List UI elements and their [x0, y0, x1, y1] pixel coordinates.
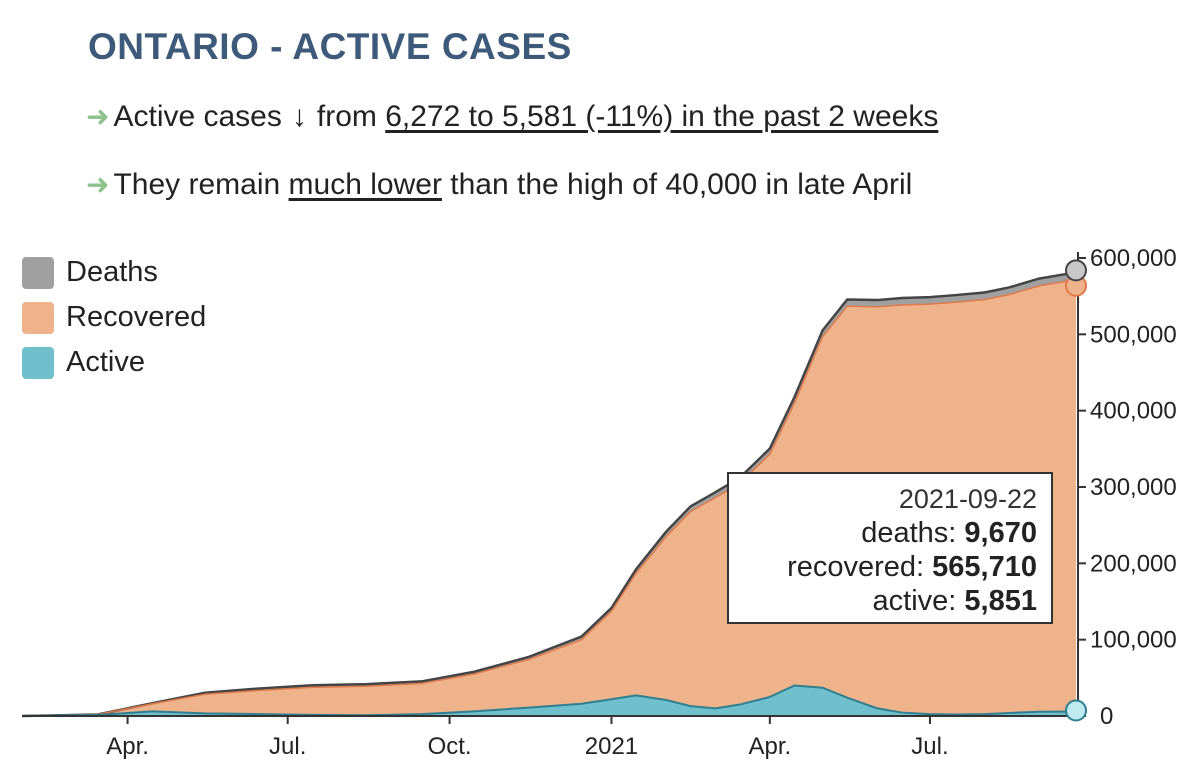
bullet-active-trend: ➜ Active cases ↓ from 6,272 to 5,581 (-11%)…: [86, 100, 938, 134]
tooltip-active-value: 5,851: [964, 585, 1037, 617]
tooltip-deaths-label: deaths:: [861, 517, 957, 549]
legend-label-recovered: Recovered: [66, 301, 207, 333]
bullet2-underlined: much lower: [288, 168, 442, 201]
bullet-peak-compare: ➜ They remain much lower than the high of…: [86, 168, 912, 202]
legend-swatch-deaths: [22, 256, 54, 289]
bullet1-underlined: 6,272 to 5,581 (-11%) in the past 2 week…: [385, 100, 939, 133]
bullet1-mid: from: [316, 100, 377, 133]
bullet2-suffix: than the high of 40,000 in late April: [450, 168, 913, 201]
legend-item-deaths: Deaths: [22, 250, 206, 295]
x-tick-label: Apr.: [748, 733, 791, 760]
y-tick-label: 600,000: [1090, 245, 1177, 272]
y-tick-label: 100,000: [1090, 627, 1177, 654]
right-arrow-icon: ➜: [86, 101, 110, 132]
hover-tooltip: 2021-09-22 deaths: 9,670 recovered: 565,…: [727, 472, 1053, 624]
legend-label-deaths: Deaths: [66, 256, 158, 288]
x-tick-label: 2021: [585, 733, 638, 760]
chart-title: ONTARIO - ACTIVE CASES: [88, 26, 572, 67]
tooltip-deaths-value: 9,670: [964, 517, 1037, 549]
x-tick-label: Jul.: [269, 733, 306, 760]
tooltip-date: 2021-09-22: [898, 484, 1037, 514]
legend-item-active: Active: [22, 340, 206, 385]
line-active-top: [21, 684, 1077, 717]
right-arrow-icon: ➜: [86, 169, 110, 200]
legend-label-active: Active: [66, 346, 145, 378]
marker-active: [1065, 699, 1087, 722]
bullet2-prefix: They remain: [113, 168, 281, 201]
area-active: [22, 685, 1076, 716]
tooltip-active-label: active:: [872, 585, 957, 617]
line-deaths-top: [21, 271, 1077, 718]
y-tick-label: 0: [1100, 703, 1113, 730]
tooltip-deaths: deaths: 9,670: [729, 516, 1037, 550]
x-tick-label: Jul.: [911, 733, 948, 760]
tooltip-recovered-value: 565,710: [932, 551, 1037, 583]
legend: Deaths Recovered Active: [22, 250, 206, 385]
x-tick-label: Oct.: [428, 733, 472, 760]
tooltip-recovered-label: recovered:: [787, 551, 925, 583]
down-arrow-icon: ↓: [291, 100, 307, 133]
y-tick-label: 300,000: [1090, 474, 1177, 501]
legend-item-recovered: Recovered: [22, 295, 206, 340]
y-tick-label: 200,000: [1090, 550, 1177, 577]
tooltip-active: active: 5,851: [729, 584, 1037, 618]
x-tick-label: Apr.: [106, 733, 149, 760]
line-recovered-top: [21, 278, 1077, 717]
y-tick-label: 400,000: [1090, 398, 1177, 425]
legend-swatch-recovered: [22, 301, 54, 334]
bullet1-prefix: Active cases: [113, 100, 282, 133]
tooltip-recovered: recovered: 565,710: [729, 550, 1037, 584]
marker-deaths: [1065, 259, 1087, 282]
y-tick-label: 500,000: [1090, 321, 1177, 348]
legend-swatch-active: [22, 346, 54, 379]
